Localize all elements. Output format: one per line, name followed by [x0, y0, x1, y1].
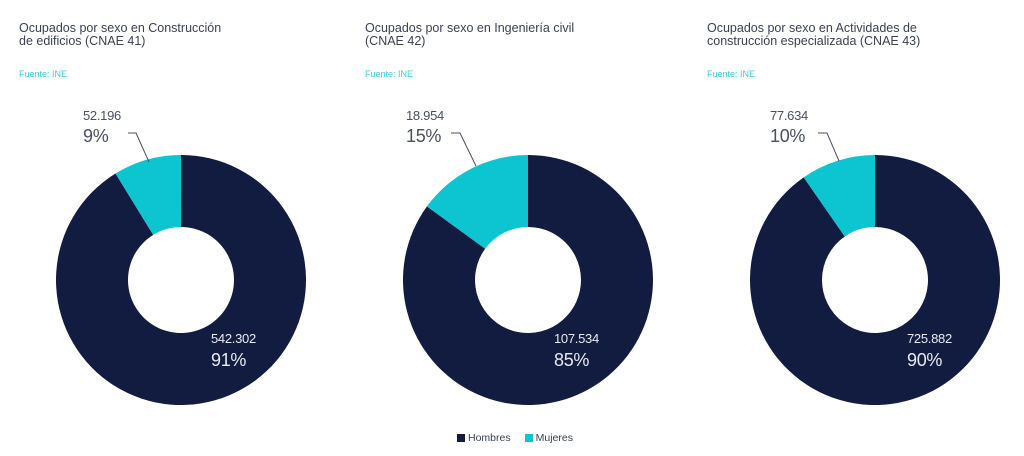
mujeres-value-label: 18.954: [406, 108, 444, 123]
chart-source: Fuente: INE: [707, 69, 756, 79]
legend-swatch-mujeres: [524, 434, 533, 442]
leader-line: [451, 132, 477, 167]
chart-title: Ocupados por sexo en Ingeniería civil (C…: [365, 21, 575, 48]
mujeres-pct-label: 10%: [770, 126, 806, 146]
chart-panel-cnae-42: Ocupados por sexo en Ingeniería civil (C…: [340, 0, 680, 420]
legend-label: Mujeres: [535, 432, 573, 444]
mujeres-value-label: 77.634: [770, 108, 808, 123]
hombres-value-label: 542.302: [211, 331, 256, 346]
legend-item-mujeres[interactable]: Mujeres: [524, 432, 573, 444]
chart-panel-cnae-43: Ocupados por sexo en Actividades de cons…: [684, 0, 1024, 420]
hombres-pct-label: 90%: [907, 350, 943, 370]
leader-line: [128, 132, 150, 163]
mujeres-value-label: 52.196: [83, 108, 121, 123]
chart-title: Ocupados por sexo en Construcción de edi…: [19, 21, 222, 48]
hombres-pct-label: 91%: [211, 350, 247, 370]
chart-legend: Hombres Mujeres: [457, 432, 587, 444]
slice-hombres[interactable]: [56, 155, 306, 406]
slice-mujeres[interactable]: [803, 155, 875, 237]
slice-mujeres[interactable]: [426, 155, 528, 249]
mujeres-pct-label: 9%: [83, 126, 109, 146]
hombres-value-label: 107.534: [554, 331, 599, 346]
hombres-pct-label: 85%: [554, 350, 590, 370]
donut-chart: [750, 132, 1000, 405]
legend-item-hombres[interactable]: Hombres: [457, 432, 511, 444]
slice-mujeres[interactable]: [115, 155, 181, 235]
donut-chart: [402, 132, 653, 405]
donut-chart: [56, 132, 306, 406]
slice-hombres[interactable]: [750, 155, 1000, 405]
chart-panel-cnae-41: Ocupados por sexo en Construcción de edi…: [0, 0, 340, 420]
hombres-value-label: 725.882: [907, 331, 952, 346]
legend-swatch-hombres: [457, 434, 465, 442]
legend-label: Hombres: [468, 432, 511, 444]
mujeres-pct-label: 15%: [406, 126, 442, 146]
leader-line: [818, 132, 840, 162]
chart-title: Ocupados por sexo en Actividades de cons…: [707, 21, 921, 48]
chart-source: Fuente: INE: [19, 69, 68, 79]
chart-source: Fuente: INE: [365, 69, 414, 79]
slice-hombres[interactable]: [402, 155, 653, 405]
